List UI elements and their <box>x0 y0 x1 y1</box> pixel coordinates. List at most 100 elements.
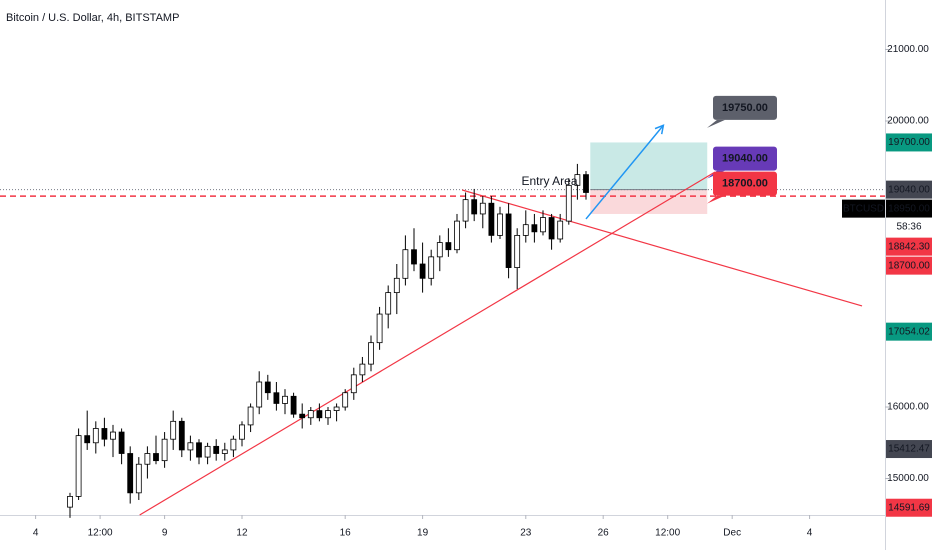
candle-body <box>419 263 426 279</box>
candle-body <box>290 395 297 415</box>
price-badge-label: 19700.00 <box>888 137 930 148</box>
callout-label: 18700.00 <box>722 178 768 190</box>
candle-body <box>479 202 486 215</box>
callout-label: 19750.00 <box>722 102 768 114</box>
candle-body <box>92 428 99 444</box>
candle-body <box>75 435 82 497</box>
y-tick-label: 20000.00 <box>887 116 929 127</box>
x-tick-label: 9 <box>162 528 168 539</box>
candle-body <box>376 313 383 344</box>
candle-body <box>161 438 168 462</box>
candle-body <box>239 424 245 440</box>
callout-box <box>713 171 777 196</box>
countdown-badge <box>886 217 932 236</box>
candle-body <box>488 202 495 236</box>
candle-body <box>196 442 202 458</box>
candle-body <box>213 445 220 454</box>
candle-body <box>333 406 340 411</box>
candle-body <box>574 174 581 186</box>
price-badge <box>886 498 932 517</box>
candle-body <box>144 453 151 465</box>
candle-body <box>445 242 452 251</box>
trend-line <box>461 189 863 307</box>
candle-body <box>178 420 185 451</box>
profit-zone <box>590 142 708 190</box>
callout-box <box>713 95 777 120</box>
candle-body <box>436 242 443 258</box>
candle-body <box>135 463 142 494</box>
candle-body <box>583 174 589 193</box>
candle-body <box>359 363 366 376</box>
countdown-label: 58:36 <box>896 221 921 232</box>
candle-body <box>282 395 288 404</box>
candle-body <box>385 292 392 315</box>
candle-body <box>350 374 357 394</box>
price-badge-label: 15412.47 <box>888 444 930 455</box>
x-tick-label: 12 <box>236 528 248 539</box>
symbol-badge-label: BTCUSD <box>843 203 884 214</box>
candle-body <box>273 392 280 404</box>
candle-body <box>299 413 306 419</box>
candle-body <box>497 213 503 236</box>
candle-body <box>540 217 546 233</box>
price-badge-label: 17054.02 <box>888 326 930 337</box>
price-badge-label: 14591.69 <box>888 502 930 513</box>
candle-body <box>307 410 314 419</box>
trend-line <box>139 171 716 516</box>
price-badge <box>886 199 932 218</box>
x-tick-label: 4 <box>807 528 813 539</box>
candle-body <box>230 438 237 451</box>
entry-area-label: Entry Area <box>521 174 577 188</box>
candle-body <box>471 199 478 215</box>
candle-body <box>247 406 254 426</box>
x-tick-label: 4 <box>33 528 39 539</box>
y-tick-label: 15000.00 <box>887 473 929 484</box>
arrow-head <box>654 124 665 135</box>
x-tick-label: 23 <box>520 528 532 539</box>
price-badge <box>886 322 932 341</box>
x-tick-label: 26 <box>598 528 610 539</box>
candle-body <box>393 277 400 294</box>
candle-body <box>118 431 125 454</box>
callout-pointer <box>707 119 725 128</box>
price-badge-label: 18842.30 <box>888 241 930 252</box>
x-tick-label: 19 <box>417 528 429 539</box>
callout-label: 19040.00 <box>722 153 768 165</box>
candle-body <box>462 199 469 222</box>
callout-pointer <box>707 195 725 204</box>
candle-body <box>557 220 564 240</box>
symbol-badge <box>842 199 885 218</box>
price-badge <box>886 133 932 152</box>
price-badge-label: 19040.00 <box>888 184 930 195</box>
price-badge <box>886 440 932 459</box>
price-badge <box>886 256 932 275</box>
x-tick-label: 12:00 <box>88 528 113 539</box>
candle-body <box>221 449 228 454</box>
candle-body <box>264 381 271 394</box>
chart-title: Bitcoin / U.S. Dollar, 4h, BITSTAMP <box>6 12 179 24</box>
candle-body <box>368 342 374 365</box>
candle-body <box>428 256 435 279</box>
candle-body <box>522 224 529 236</box>
candle-body <box>565 184 572 222</box>
loss-zone <box>590 189 708 214</box>
candle-body <box>101 428 108 440</box>
callout-box <box>713 146 777 171</box>
y-tick-label: 16000.00 <box>887 402 929 413</box>
candle-body <box>110 431 116 440</box>
candle-body <box>402 249 409 279</box>
candle-body <box>325 410 331 419</box>
candle-body <box>342 392 349 408</box>
candle-body <box>531 224 538 233</box>
candle-body <box>454 220 460 251</box>
candle-body <box>548 217 555 240</box>
price-badge <box>886 237 932 256</box>
y-tick-label: 21000.00 <box>887 44 929 55</box>
candle-body <box>187 442 194 451</box>
candle-body <box>84 435 91 444</box>
candle-body <box>170 420 177 440</box>
x-tick-label: 12:00 <box>655 528 680 539</box>
candle-body <box>514 235 521 268</box>
x-tick-label: Dec <box>723 528 741 539</box>
